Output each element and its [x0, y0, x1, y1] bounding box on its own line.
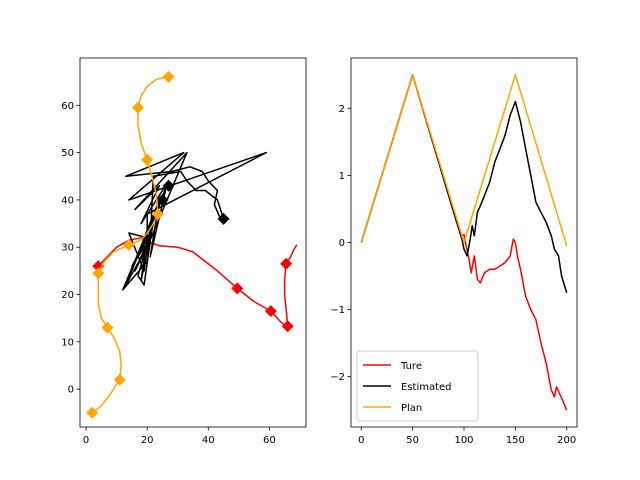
axes-frame: [79, 57, 307, 428]
series-2-diamond-marker: [132, 101, 145, 114]
series-2-diamond-marker: [141, 153, 154, 166]
y-tick-label: 40: [61, 195, 74, 206]
series-2-diamond-marker: [122, 238, 135, 251]
series-line-2: [91, 76, 169, 414]
series-1-diamond-marker: [217, 212, 230, 225]
series-line-2: [360, 74, 568, 247]
plot-area: [86, 70, 298, 419]
series-2-diamond-marker: [92, 267, 105, 280]
left-axes: 0 20 40 60 0 10 20 30 40 50 60: [61, 57, 307, 446]
y-tick-label: 1: [339, 171, 345, 182]
y-tick-label: 30: [61, 243, 74, 254]
y-tick-label: −2: [330, 372, 345, 383]
y-tick-label: 0: [339, 238, 345, 249]
x-tick-label: 200: [557, 435, 576, 446]
plot-area: [360, 74, 568, 411]
x-tick-label: 60: [263, 435, 276, 446]
y-tick-label: 20: [61, 290, 74, 301]
series-0-diamond-marker: [231, 282, 244, 295]
series-0-diamond-marker: [92, 260, 105, 273]
series-0-diamond-marker: [281, 320, 294, 333]
y-tick-label: 50: [61, 148, 74, 159]
series-2-diamond-marker: [162, 70, 175, 83]
legend-label-1: Estimated: [401, 382, 452, 393]
series-line-1: [122, 151, 268, 291]
x-tick-label: 100: [454, 435, 473, 446]
legend-frame: [356, 350, 479, 422]
x-tick-label: 20: [141, 435, 154, 446]
right-axes: 0 50 100 150 200 −2 −1 0 1 2: [330, 57, 578, 446]
x-tick-label: 40: [202, 435, 215, 446]
y-tick-label: −1: [330, 305, 345, 316]
y-tick-label: 2: [339, 104, 345, 115]
series-2-diamond-marker: [101, 321, 114, 334]
x-tick-label: 50: [406, 435, 419, 446]
y-tick-label: 0: [68, 385, 74, 396]
series-1-diamond-marker: [162, 179, 175, 192]
series-2-diamond-marker: [113, 373, 126, 386]
series-2-diamond-marker: [151, 208, 164, 221]
series-0-diamond-marker: [280, 257, 293, 270]
series-2-diamond-marker: [86, 406, 99, 419]
series-1-diamond-marker: [156, 193, 169, 206]
legend-label-2: Plan: [401, 403, 422, 414]
legend: Ture Estimated Plan: [356, 350, 479, 422]
series-0-diamond-marker: [264, 305, 277, 318]
x-tick-label: 0: [83, 435, 89, 446]
legend-label-0: Ture: [400, 361, 422, 372]
series-line-1: [360, 74, 568, 294]
y-tick-label: 10: [61, 337, 74, 348]
x-tick-label: 150: [506, 435, 525, 446]
y-tick-label: 60: [61, 101, 74, 112]
x-tick-label: 0: [358, 435, 364, 446]
